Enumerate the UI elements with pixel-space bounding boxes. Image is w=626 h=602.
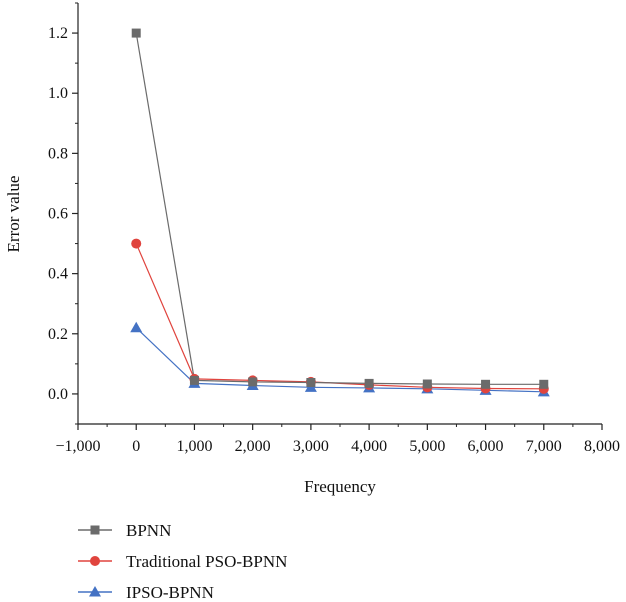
data-point-bpnn	[539, 379, 549, 389]
y-tick-label: 1.2	[48, 25, 68, 42]
legend-label: IPSO-BPNN	[126, 583, 214, 602]
data-point-bpnn	[306, 378, 316, 388]
axes	[77, 3, 602, 425]
data-point-bpnn	[481, 379, 491, 389]
legend-marker	[90, 525, 100, 535]
series-markers	[130, 28, 550, 397]
y-tick-label: 0.4	[48, 266, 68, 283]
x-tick-label: 0	[132, 438, 140, 455]
series-line-traditional-pso-bpnn	[135, 243, 544, 390]
ticks: −1,000 0 1,000 2,000 3,000 4,000 5,000 6,000 7,0…	[48, 2, 620, 455]
legend: BPNN Traditional PSO-BPNN IPSO-BPNN	[78, 521, 287, 602]
legend-label: BPNN	[126, 521, 171, 540]
data-point-bpnn	[422, 379, 432, 389]
data-point-bpnn	[131, 28, 141, 38]
x-tick-label: 8,000	[584, 438, 620, 455]
data-point-ipso-bpnn	[130, 321, 143, 333]
y-tick-label: 0.0	[48, 386, 68, 403]
data-point-bpnn	[248, 377, 258, 387]
x-tick-label: −1,000	[55, 438, 100, 455]
x-tick-label: 6,000	[468, 438, 504, 455]
legend-label: Traditional PSO-BPNN	[126, 552, 287, 571]
x-tick-label: 1,000	[176, 438, 212, 455]
series-line-ipso-bpnn	[135, 327, 544, 393]
x-tick-label: 2,000	[235, 438, 271, 455]
data-point-bpnn	[189, 375, 199, 385]
y-tick-label: 1.0	[48, 85, 68, 102]
data-point-traditional-pso-bpnn	[131, 238, 142, 249]
x-tick-label: 3,000	[293, 438, 329, 455]
data-point-bpnn	[364, 378, 374, 388]
y-tick-label: 0.2	[48, 326, 68, 343]
x-axis-title: Frequency	[304, 477, 376, 496]
y-tick-label: 0.8	[48, 145, 68, 162]
x-tick-label: 4,000	[351, 438, 387, 455]
legend-marker	[90, 556, 100, 566]
y-tick-label: 0.6	[48, 206, 68, 223]
x-tick-label: 5,000	[409, 438, 445, 455]
series-line-bpnn	[135, 32, 544, 385]
series-lines	[135, 32, 544, 393]
x-tick-label: 7,000	[526, 438, 562, 455]
legend-marker	[89, 586, 101, 597]
y-axis-title: Error value	[4, 176, 23, 253]
